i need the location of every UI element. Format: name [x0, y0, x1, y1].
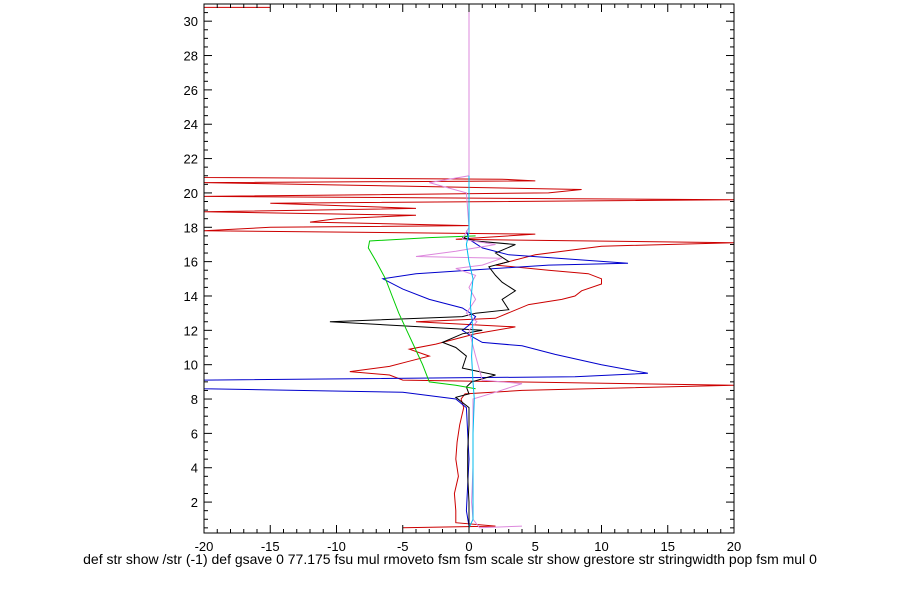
y-tick-label: 2 [191, 495, 198, 510]
series-line-1 [204, 6, 734, 529]
x-tick-label: -5 [397, 539, 409, 554]
x-tick-label: -20 [195, 539, 214, 554]
y-tick-label: 12 [184, 323, 198, 338]
y-tick-label: 22 [184, 152, 198, 167]
x-tick-label: 15 [661, 539, 675, 554]
x-tick-label: 5 [532, 539, 539, 554]
y-tick-label: 30 [184, 14, 198, 29]
y-tick-label: 28 [184, 49, 198, 64]
x-tick-label: -10 [327, 539, 346, 554]
tick-layer: -20 -15 -10 -5 0 5 10 15 20246810121416182022242… [184, 3, 741, 554]
y-tick-label: 16 [184, 255, 198, 270]
y-tick-label: 10 [184, 358, 198, 373]
x-tick-label: 10 [594, 539, 608, 554]
y-tick-label: 20 [184, 186, 198, 201]
series-line-4 [367, 235, 476, 390]
y-tick-label: 8 [191, 392, 198, 407]
y-tick-label: 26 [184, 83, 198, 98]
y-tick-label: 18 [184, 220, 198, 235]
series-line-3 [329, 235, 517, 527]
x-axis-caption: def str show /str (-1) def gsave 0 77.17… [83, 551, 817, 567]
series-layer [204, 4, 734, 529]
series-line-6 [465, 175, 475, 529]
y-tick-label: 6 [191, 426, 198, 441]
series-line-2 [204, 230, 648, 527]
y-tick-label: 24 [184, 117, 198, 132]
x-tick-label: -15 [261, 539, 280, 554]
y-tick-label: 14 [184, 289, 198, 304]
y-tick-label: 4 [191, 461, 198, 476]
x-tick-label: 0 [465, 539, 472, 554]
x-tick-label: 20 [727, 539, 741, 554]
